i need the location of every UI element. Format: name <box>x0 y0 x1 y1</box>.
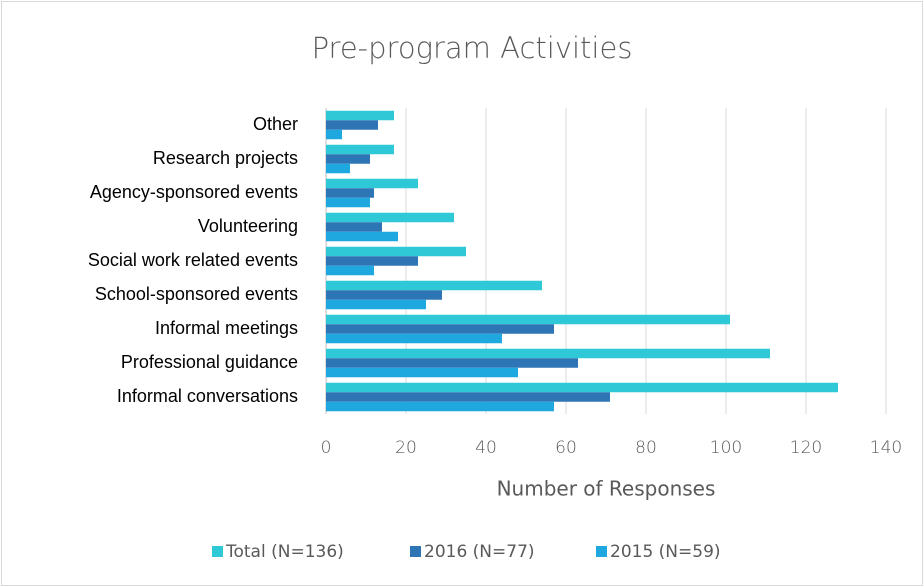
bar <box>326 222 382 232</box>
x-tick-label: 120 <box>790 438 822 458</box>
x-tick-label: 20 <box>395 438 417 458</box>
bar <box>326 188 374 198</box>
x-tick-label: 0 <box>321 438 332 458</box>
legend-label: Total (N=136) <box>225 542 344 562</box>
y-tick-label: Research projects <box>153 148 298 168</box>
bar <box>326 348 770 359</box>
bar <box>326 197 370 208</box>
x-tick-label: 140 <box>870 438 902 458</box>
bar <box>326 299 426 310</box>
y-tick-label: Volunteering <box>198 216 298 236</box>
bar <box>326 333 502 344</box>
y-tick-label: School-sponsored events <box>95 284 298 304</box>
bar <box>326 110 394 121</box>
bar <box>326 129 342 140</box>
bar <box>326 401 554 412</box>
legend-label: 2016 (N=77) <box>424 542 535 562</box>
bar <box>326 256 418 266</box>
bar <box>326 280 542 291</box>
y-tick-label: Agency-sponsored events <box>90 182 298 202</box>
bar <box>326 163 350 174</box>
x-tick-label: 80 <box>635 438 657 458</box>
chart-title: Pre-program Activities <box>312 31 633 65</box>
legend-swatch <box>410 546 421 557</box>
bar <box>326 314 730 325</box>
bar <box>326 290 442 300</box>
y-tick-label: Social work related events <box>88 250 298 270</box>
y-tick-label: Informal conversations <box>117 386 298 406</box>
bar <box>326 246 466 257</box>
bar <box>326 120 378 130</box>
bar <box>326 382 838 393</box>
bar <box>326 265 374 276</box>
y-tick-label: Professional guidance <box>121 352 298 372</box>
x-tick-label: 100 <box>710 438 742 458</box>
bar <box>326 392 610 402</box>
legend-swatch <box>596 546 607 557</box>
bar <box>326 231 398 242</box>
bar <box>326 178 418 189</box>
bar <box>326 154 370 164</box>
bar <box>326 324 554 334</box>
y-tick-label: Informal meetings <box>155 318 298 338</box>
legend-label: 2015 (N=59) <box>610 542 721 562</box>
x-tick-label: 40 <box>475 438 497 458</box>
bar <box>326 212 454 223</box>
x-axis-title: Number of Responses <box>497 477 716 501</box>
bar <box>326 358 578 368</box>
y-tick-label: Other <box>253 114 298 134</box>
legend-swatch <box>212 546 223 557</box>
x-tick-label: 60 <box>555 438 577 458</box>
bar <box>326 144 394 155</box>
bar <box>326 367 518 378</box>
